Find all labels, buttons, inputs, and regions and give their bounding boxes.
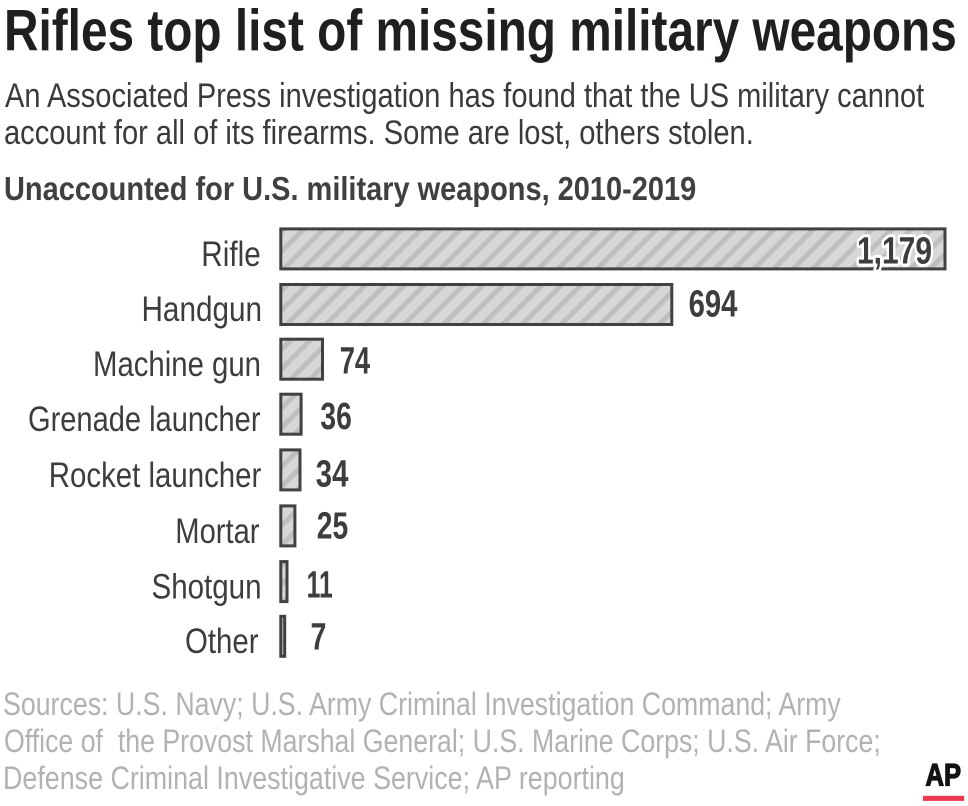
svg-text:34: 34 — [316, 454, 349, 496]
svg-text:account for all of its firearm: account for all of its firearms. Some ar… — [4, 114, 754, 152]
svg-text:An Associated Press investigat: An Associated Press investigation has fo… — [5, 77, 925, 115]
svg-text:11: 11 — [307, 565, 333, 607]
svg-text:Machine gun: Machine gun — [93, 345, 261, 384]
svg-text:Mortar: Mortar — [175, 512, 259, 551]
svg-text:1,179: 1,179 — [857, 231, 932, 273]
svg-text:Office of the Provost Marshal: Office of the Provost Marshal General; U… — [4, 723, 881, 759]
svg-text:Other: Other — [185, 622, 259, 661]
svg-text:Defense Criminal Investigative: Defense Criminal Investigative Service; … — [3, 760, 625, 796]
svg-text:7: 7 — [311, 616, 327, 658]
svg-text:36: 36 — [320, 396, 351, 438]
svg-text:Grenade launcher: Grenade launcher — [28, 400, 261, 439]
svg-text:25: 25 — [317, 506, 348, 548]
svg-text:AP: AP — [926, 757, 962, 792]
svg-text:Rifles top list of missing mil: Rifles top list of missing military weap… — [4, 0, 957, 64]
svg-text:Rifle: Rifle — [201, 235, 261, 274]
svg-text:74: 74 — [340, 341, 370, 383]
svg-text:Rocket launcher: Rocket launcher — [49, 456, 262, 495]
svg-text:694: 694 — [689, 283, 738, 325]
svg-text:Shotgun: Shotgun — [152, 568, 262, 607]
svg-text:Unaccounted for U.S. military: Unaccounted for U.S. military weapons, 2… — [4, 170, 696, 208]
svg-text:Handgun: Handgun — [142, 290, 263, 329]
svg-text:Sources: U.S. Navy; U.S. Army: Sources: U.S. Navy; U.S. Army Criminal I… — [3, 686, 841, 722]
